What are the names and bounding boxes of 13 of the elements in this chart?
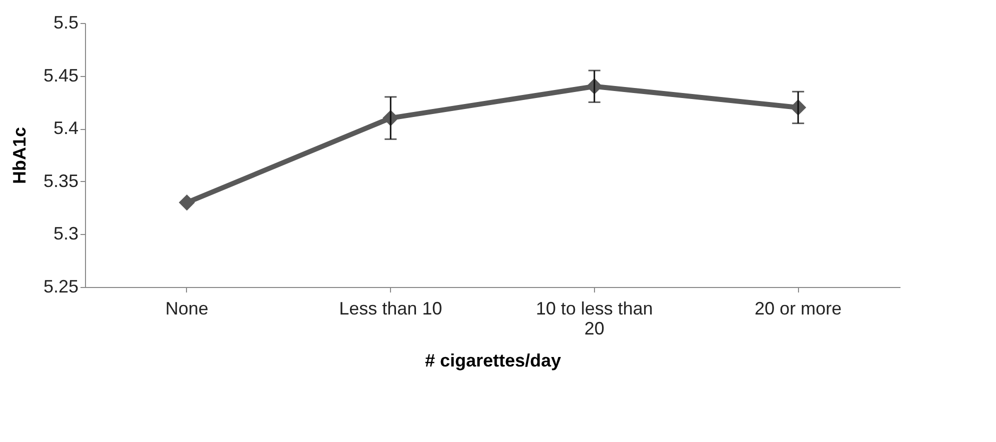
- y-tick-label: 5.45: [43, 65, 78, 86]
- point: [178, 194, 195, 211]
- x-tick-label: Less than 10: [339, 298, 442, 318]
- y-tick-label: 5.35: [43, 170, 78, 191]
- x-tick-label: None: [165, 298, 208, 318]
- y-tick-label: 5.25: [43, 276, 78, 296]
- y-tick-label: 5.5: [53, 12, 78, 32]
- x-tick-label: 20 or more: [754, 298, 842, 318]
- y-tick-label: 5.3: [53, 224, 78, 244]
- x-tick-label: 10 to less than 20: [536, 298, 653, 338]
- y-axis-title: HbA1c: [9, 126, 30, 184]
- x-axis-title: # cigarettes/day: [424, 350, 562, 370]
- y-tick-label: 5.4: [53, 118, 78, 138]
